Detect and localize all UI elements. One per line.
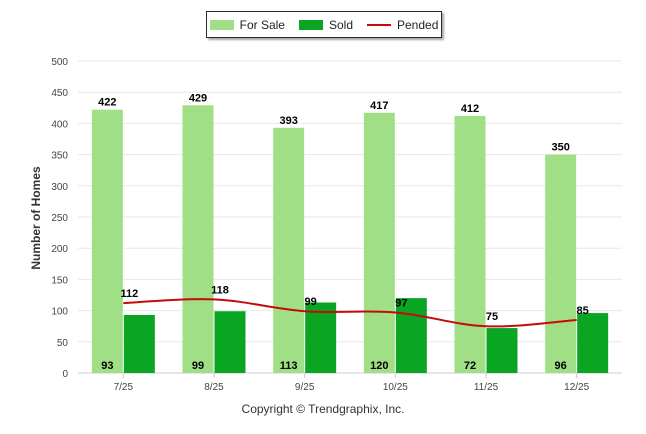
sold-data-label: 120 xyxy=(370,360,388,372)
legend-item-pended[interactable]: Pended xyxy=(367,18,438,32)
legend-item-sold[interactable]: Sold xyxy=(298,17,353,32)
y-tick-label: 500 xyxy=(51,57,68,68)
sold-bar xyxy=(395,298,427,373)
for-sale-data-label: 429 xyxy=(189,92,207,104)
chart-legend: For Sale Sold Pended xyxy=(206,11,442,38)
y-tick-label: 450 xyxy=(51,88,68,99)
x-tick-label: 11/25 xyxy=(474,382,499,393)
for-sale-bar xyxy=(363,112,395,374)
sold-data-label: 72 xyxy=(464,360,476,372)
pended-data-label: 99 xyxy=(305,296,317,308)
for-sale-bar xyxy=(454,115,486,374)
for-sale-data-label: 412 xyxy=(461,103,479,115)
y-tick-label: 350 xyxy=(51,151,68,162)
for-sale-swatch-icon xyxy=(209,19,234,30)
sold-bar xyxy=(486,328,518,373)
sold-data-label: 99 xyxy=(192,360,204,372)
y-tick-label: 150 xyxy=(51,275,68,286)
y-tick-label: 100 xyxy=(51,307,68,318)
pended-data-label: 118 xyxy=(211,284,229,296)
sold-data-label: 113 xyxy=(280,360,298,372)
legend-label-pended: Pended xyxy=(397,17,439,32)
sold-bar xyxy=(577,313,609,373)
x-tick-label: 8/25 xyxy=(204,382,224,393)
pended-data-label: 97 xyxy=(395,297,407,309)
legend-label-sold: Sold xyxy=(328,17,353,32)
for-sale-bar xyxy=(273,127,305,373)
x-tick-label: 7/25 xyxy=(114,382,134,393)
sold-bar xyxy=(305,302,337,373)
x-tick-label: 9/25 xyxy=(295,382,315,393)
for-sale-data-label: 417 xyxy=(370,100,388,112)
for-sale-data-label: 350 xyxy=(551,142,569,154)
y-tick-label: 250 xyxy=(51,213,68,224)
pended-data-label: 112 xyxy=(120,288,138,300)
sold-data-label: 93 xyxy=(101,360,113,372)
y-axis-title: Number of Homes xyxy=(29,166,43,270)
for-sale-bar xyxy=(91,109,123,373)
sold-swatch-icon xyxy=(298,19,323,30)
y-tick-label: 400 xyxy=(51,119,68,130)
pended-line xyxy=(123,298,577,328)
for-sale-bar xyxy=(545,154,577,373)
pended-data-label: 85 xyxy=(577,305,589,317)
x-tick-label: 12/25 xyxy=(564,382,589,393)
sold-bar xyxy=(123,314,155,373)
for-sale-bar xyxy=(182,105,214,373)
y-tick-label: 50 xyxy=(57,338,69,349)
pended-line-icon xyxy=(367,23,391,26)
sold-data-label: 96 xyxy=(555,360,567,372)
y-tick-label: 300 xyxy=(51,182,68,193)
x-tick-label: 10/25 xyxy=(383,382,408,393)
copyright-text: Copyright © Trendgraphix, Inc. xyxy=(241,402,405,416)
legend-item-for-sale[interactable]: For Sale xyxy=(209,17,285,32)
y-tick-label: 0 xyxy=(62,369,68,380)
legend-label-for-sale: For Sale xyxy=(239,17,285,32)
pended-data-label: 75 xyxy=(486,311,498,323)
y-tick-label: 200 xyxy=(51,244,68,255)
sold-bar xyxy=(214,311,246,373)
for-sale-data-label: 422 xyxy=(98,97,116,109)
for-sale-data-label: 393 xyxy=(279,115,297,127)
